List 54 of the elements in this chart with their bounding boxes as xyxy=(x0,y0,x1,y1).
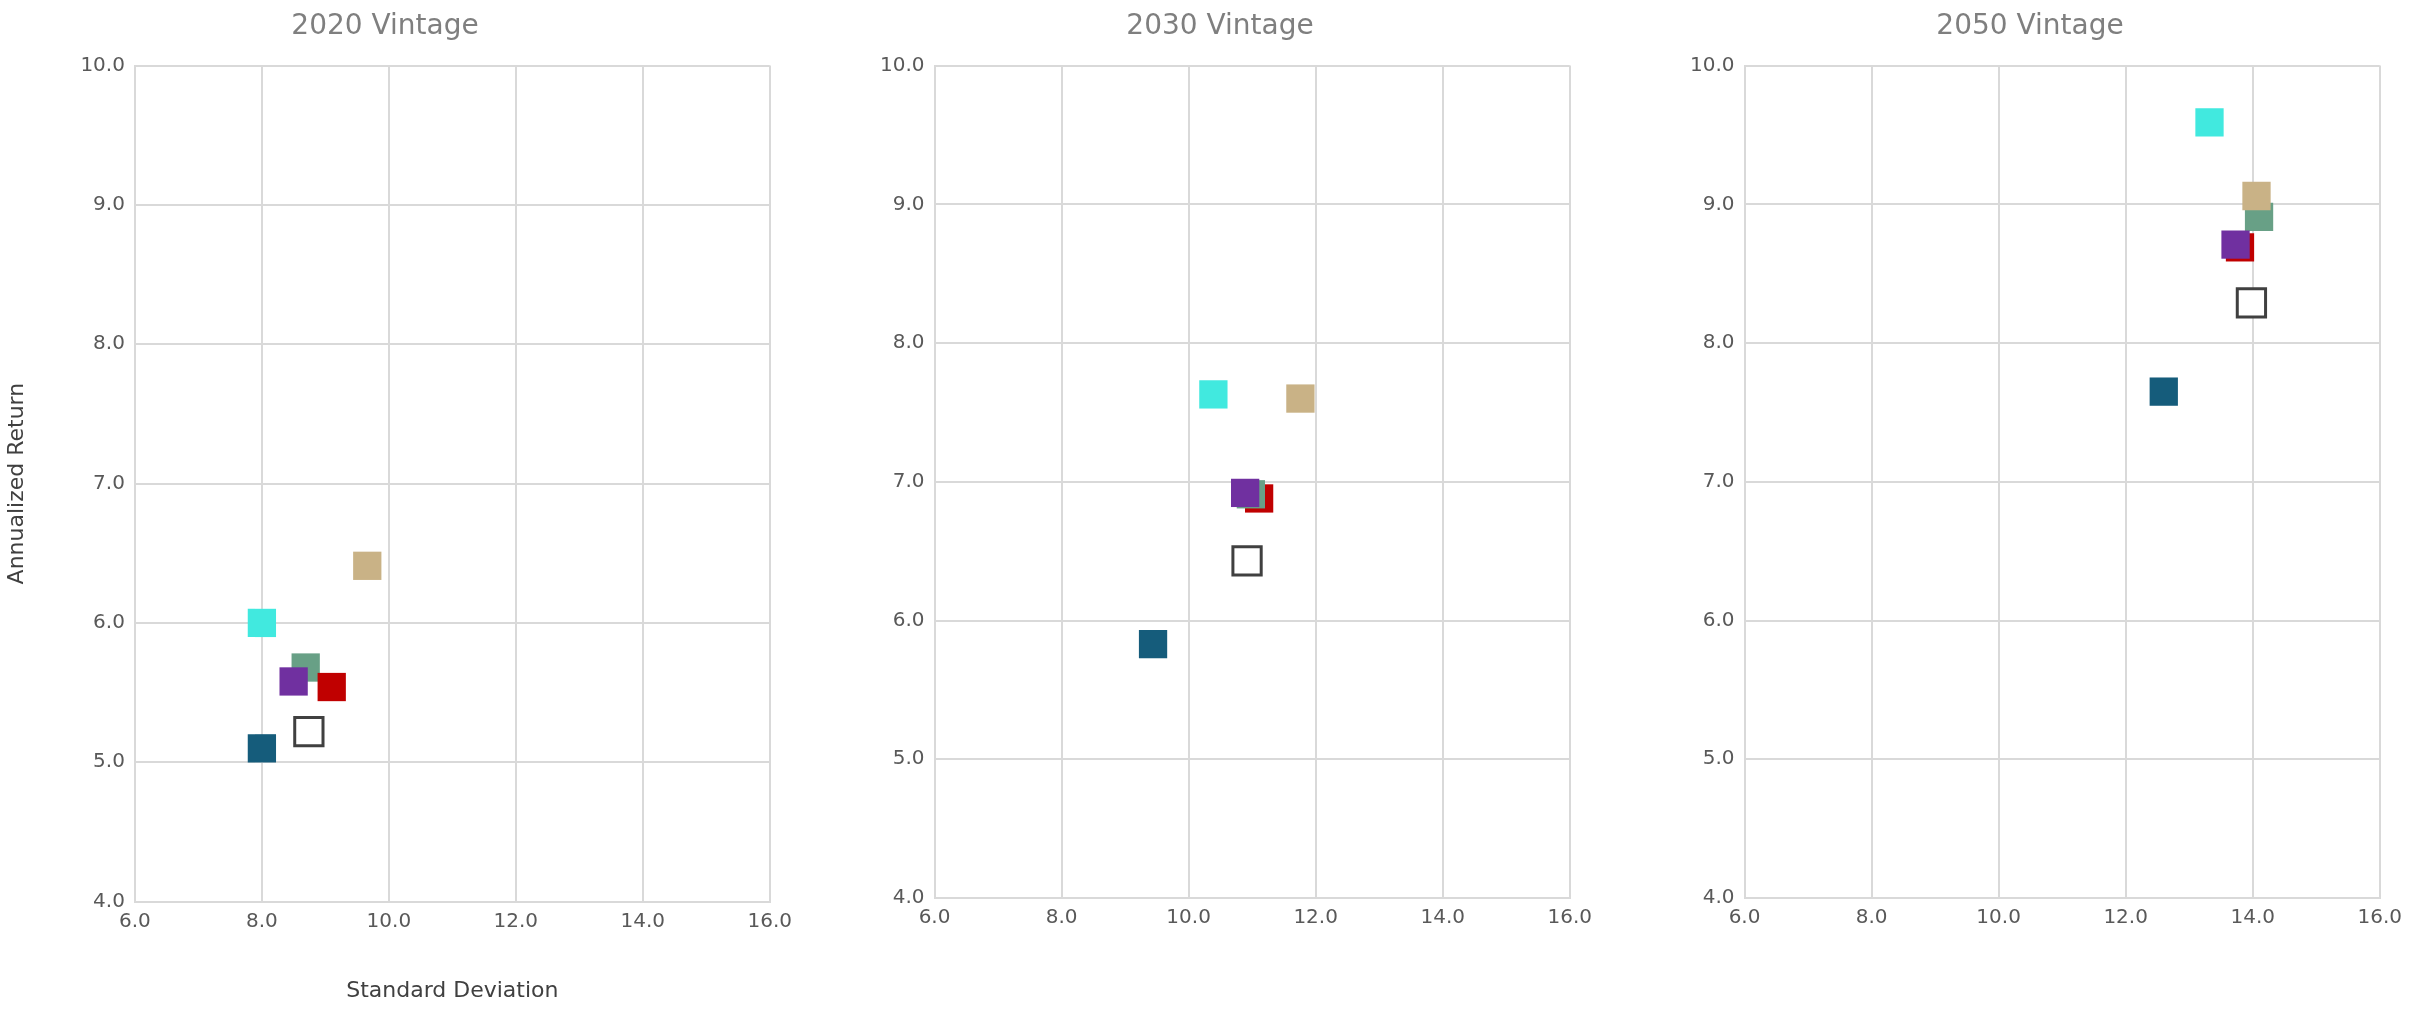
y-tick-label: 9.0 xyxy=(892,190,925,215)
x-tick-label: 10.0 xyxy=(1976,904,2021,929)
y-tick-label: 6.0 xyxy=(1702,606,1735,631)
x-tick-label: 14.0 xyxy=(1420,904,1465,929)
y-tick-label: 10.0 xyxy=(1690,51,1735,76)
y-tick-label: 6.0 xyxy=(892,606,925,631)
x-tick-label: 12.0 xyxy=(1293,904,1338,929)
point xyxy=(279,667,308,696)
point xyxy=(2149,377,2178,406)
point xyxy=(2242,181,2271,211)
x-tick-label: 10.0 xyxy=(366,907,412,932)
y-tick-label: 7.0 xyxy=(93,469,125,494)
x-tick-label: 14.0 xyxy=(620,907,666,932)
point xyxy=(353,551,382,580)
y-tick-label: 10.0 xyxy=(80,51,125,76)
point xyxy=(1138,629,1168,659)
point xyxy=(293,715,325,748)
x-tick-label: 8.0 xyxy=(245,907,278,932)
x-tick-label: 16.0 xyxy=(2357,904,2402,929)
point xyxy=(247,734,277,763)
y-tick-label: 5.0 xyxy=(892,745,925,770)
chart-title: 2020 Vintage xyxy=(291,8,479,42)
y-tick-label: 7.0 xyxy=(1702,468,1735,492)
point xyxy=(2235,287,2268,319)
y-axis-title: Annualized Return xyxy=(2,382,28,585)
y-tick-label: 9.0 xyxy=(93,191,125,216)
chart-title: 2050 Vintage xyxy=(1936,8,2124,42)
x-tick-label: 16.0 xyxy=(747,907,792,932)
x-tick-label: 10.0 xyxy=(1166,904,1211,929)
point xyxy=(2195,108,2224,137)
point xyxy=(1231,478,1260,508)
y-tick-label: 8.0 xyxy=(892,329,925,354)
point xyxy=(1286,384,1315,413)
point xyxy=(1199,380,1228,409)
y-tick-label: 8.0 xyxy=(1702,329,1735,354)
x-tick-label: 8.0 xyxy=(1855,904,1888,929)
y-tick-label: 9.0 xyxy=(1702,190,1735,215)
x-tick-label: 8.0 xyxy=(1045,904,1078,929)
point xyxy=(317,672,346,702)
y-tick-label: 6.0 xyxy=(93,609,125,634)
y-tick-label: 5.0 xyxy=(93,748,125,773)
y-tick-label: 8.0 xyxy=(93,330,125,355)
point xyxy=(247,608,277,638)
chart-title: 2030 Vintage xyxy=(1126,8,1314,42)
y-tick-label: 5.0 xyxy=(1702,745,1735,770)
y-tick-label: 7.0 xyxy=(892,468,925,492)
point xyxy=(2221,230,2250,259)
x-tick-label: 12.0 xyxy=(2103,904,2148,929)
x-tick-label: 12.0 xyxy=(493,907,539,932)
x-tick-label: 16.0 xyxy=(1547,904,1592,929)
x-axis-title: Standard Deviation xyxy=(346,976,559,1002)
point xyxy=(1231,545,1263,577)
x-tick-label: 14.0 xyxy=(2230,904,2275,929)
y-tick-label: 10.0 xyxy=(880,51,925,76)
